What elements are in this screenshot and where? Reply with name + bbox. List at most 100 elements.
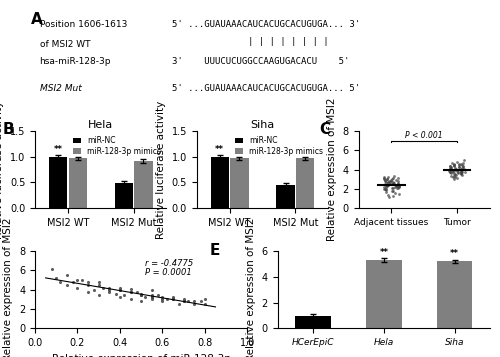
Point <box>446 170 454 175</box>
Point <box>381 177 389 183</box>
Bar <box>134 161 152 208</box>
Point <box>456 172 464 177</box>
Text: **: ** <box>216 145 224 154</box>
Text: 3'    UUUCUCUGGCCAAGUGACACU    5': 3' UUUCUCUGGCCAAGUGACACU 5' <box>172 57 349 66</box>
Point <box>74 277 82 283</box>
Text: MSI2 Mut: MSI2 Mut <box>40 84 82 93</box>
Point <box>450 172 458 177</box>
Point <box>52 275 60 281</box>
Text: | | | | | | | |: | | | | | | | | <box>248 37 328 46</box>
Point <box>384 179 392 185</box>
Point <box>394 180 402 186</box>
Y-axis label: Relative expression of MSI2: Relative expression of MSI2 <box>246 218 256 357</box>
Point <box>386 179 394 185</box>
Point <box>458 170 466 175</box>
Point <box>448 171 456 176</box>
Point <box>148 287 156 292</box>
Point <box>450 162 458 167</box>
Point <box>389 180 397 186</box>
Point <box>137 291 145 296</box>
Point <box>201 301 209 307</box>
Point <box>451 165 459 171</box>
Point <box>48 266 56 272</box>
Point <box>450 168 458 174</box>
Point <box>451 172 459 177</box>
Point <box>458 166 466 171</box>
Point <box>446 169 454 174</box>
Point <box>380 175 388 181</box>
Point <box>380 176 388 182</box>
Point <box>382 189 390 195</box>
Point <box>454 167 462 172</box>
Bar <box>49 157 67 208</box>
Point <box>78 277 86 283</box>
Point <box>180 297 188 302</box>
Text: P < 0.001: P < 0.001 <box>406 131 443 140</box>
Point <box>448 168 456 174</box>
Point <box>94 279 102 285</box>
Point <box>126 289 134 295</box>
Point <box>460 157 468 163</box>
Point <box>449 175 457 180</box>
Point <box>386 178 394 184</box>
Point <box>392 183 400 189</box>
Point <box>116 287 124 292</box>
Point <box>455 164 463 170</box>
Point <box>390 184 398 190</box>
Point <box>389 185 397 191</box>
Point <box>148 292 156 297</box>
Point <box>459 164 467 170</box>
Point <box>454 170 462 175</box>
Bar <box>68 158 87 208</box>
Point <box>447 165 455 171</box>
Point <box>394 185 402 191</box>
Point <box>94 282 102 288</box>
Text: 5' ...GUAUAAACAUCACUGCACUGUGA... 3': 5' ...GUAUAAACAUCACUGCACUGUGA... 3' <box>172 20 360 29</box>
Point <box>457 161 465 167</box>
Point <box>460 166 468 171</box>
Point <box>388 185 396 191</box>
Point <box>454 159 462 165</box>
Text: P = 0.0001: P = 0.0001 <box>146 268 192 277</box>
Y-axis label: Relative expression of MSI2: Relative expression of MSI2 <box>327 98 337 241</box>
Point <box>450 162 458 167</box>
Point <box>394 178 402 184</box>
Point <box>458 172 466 178</box>
Point <box>458 165 466 171</box>
Point <box>450 163 458 169</box>
Point <box>446 166 454 171</box>
Point <box>452 175 460 180</box>
Point <box>446 163 454 169</box>
Point <box>180 298 188 304</box>
Point <box>148 295 156 300</box>
Point <box>158 297 166 302</box>
Point <box>458 171 466 176</box>
Y-axis label: Relative luciferase activity: Relative luciferase activity <box>0 100 4 239</box>
Point <box>94 292 102 297</box>
Point <box>380 186 388 192</box>
Point <box>392 177 400 183</box>
Bar <box>210 157 229 208</box>
Point <box>384 192 392 198</box>
Point <box>448 167 456 172</box>
Point <box>380 184 388 190</box>
Point <box>392 183 400 189</box>
Point <box>457 167 465 172</box>
X-axis label: Relative expression of miR-128-3p: Relative expression of miR-128-3p <box>52 354 231 357</box>
Point <box>455 164 463 170</box>
Point <box>180 298 188 304</box>
Text: B: B <box>2 121 14 136</box>
Point <box>446 163 454 169</box>
Point <box>395 183 403 189</box>
Point <box>386 178 394 184</box>
Point <box>137 292 145 297</box>
Title: Siha: Siha <box>250 120 274 130</box>
Point <box>389 175 397 181</box>
Point <box>394 191 402 197</box>
Point <box>84 282 92 288</box>
Point <box>459 160 467 166</box>
Point <box>452 166 460 171</box>
Point <box>201 297 209 302</box>
Point <box>454 171 462 176</box>
Point <box>446 165 454 171</box>
